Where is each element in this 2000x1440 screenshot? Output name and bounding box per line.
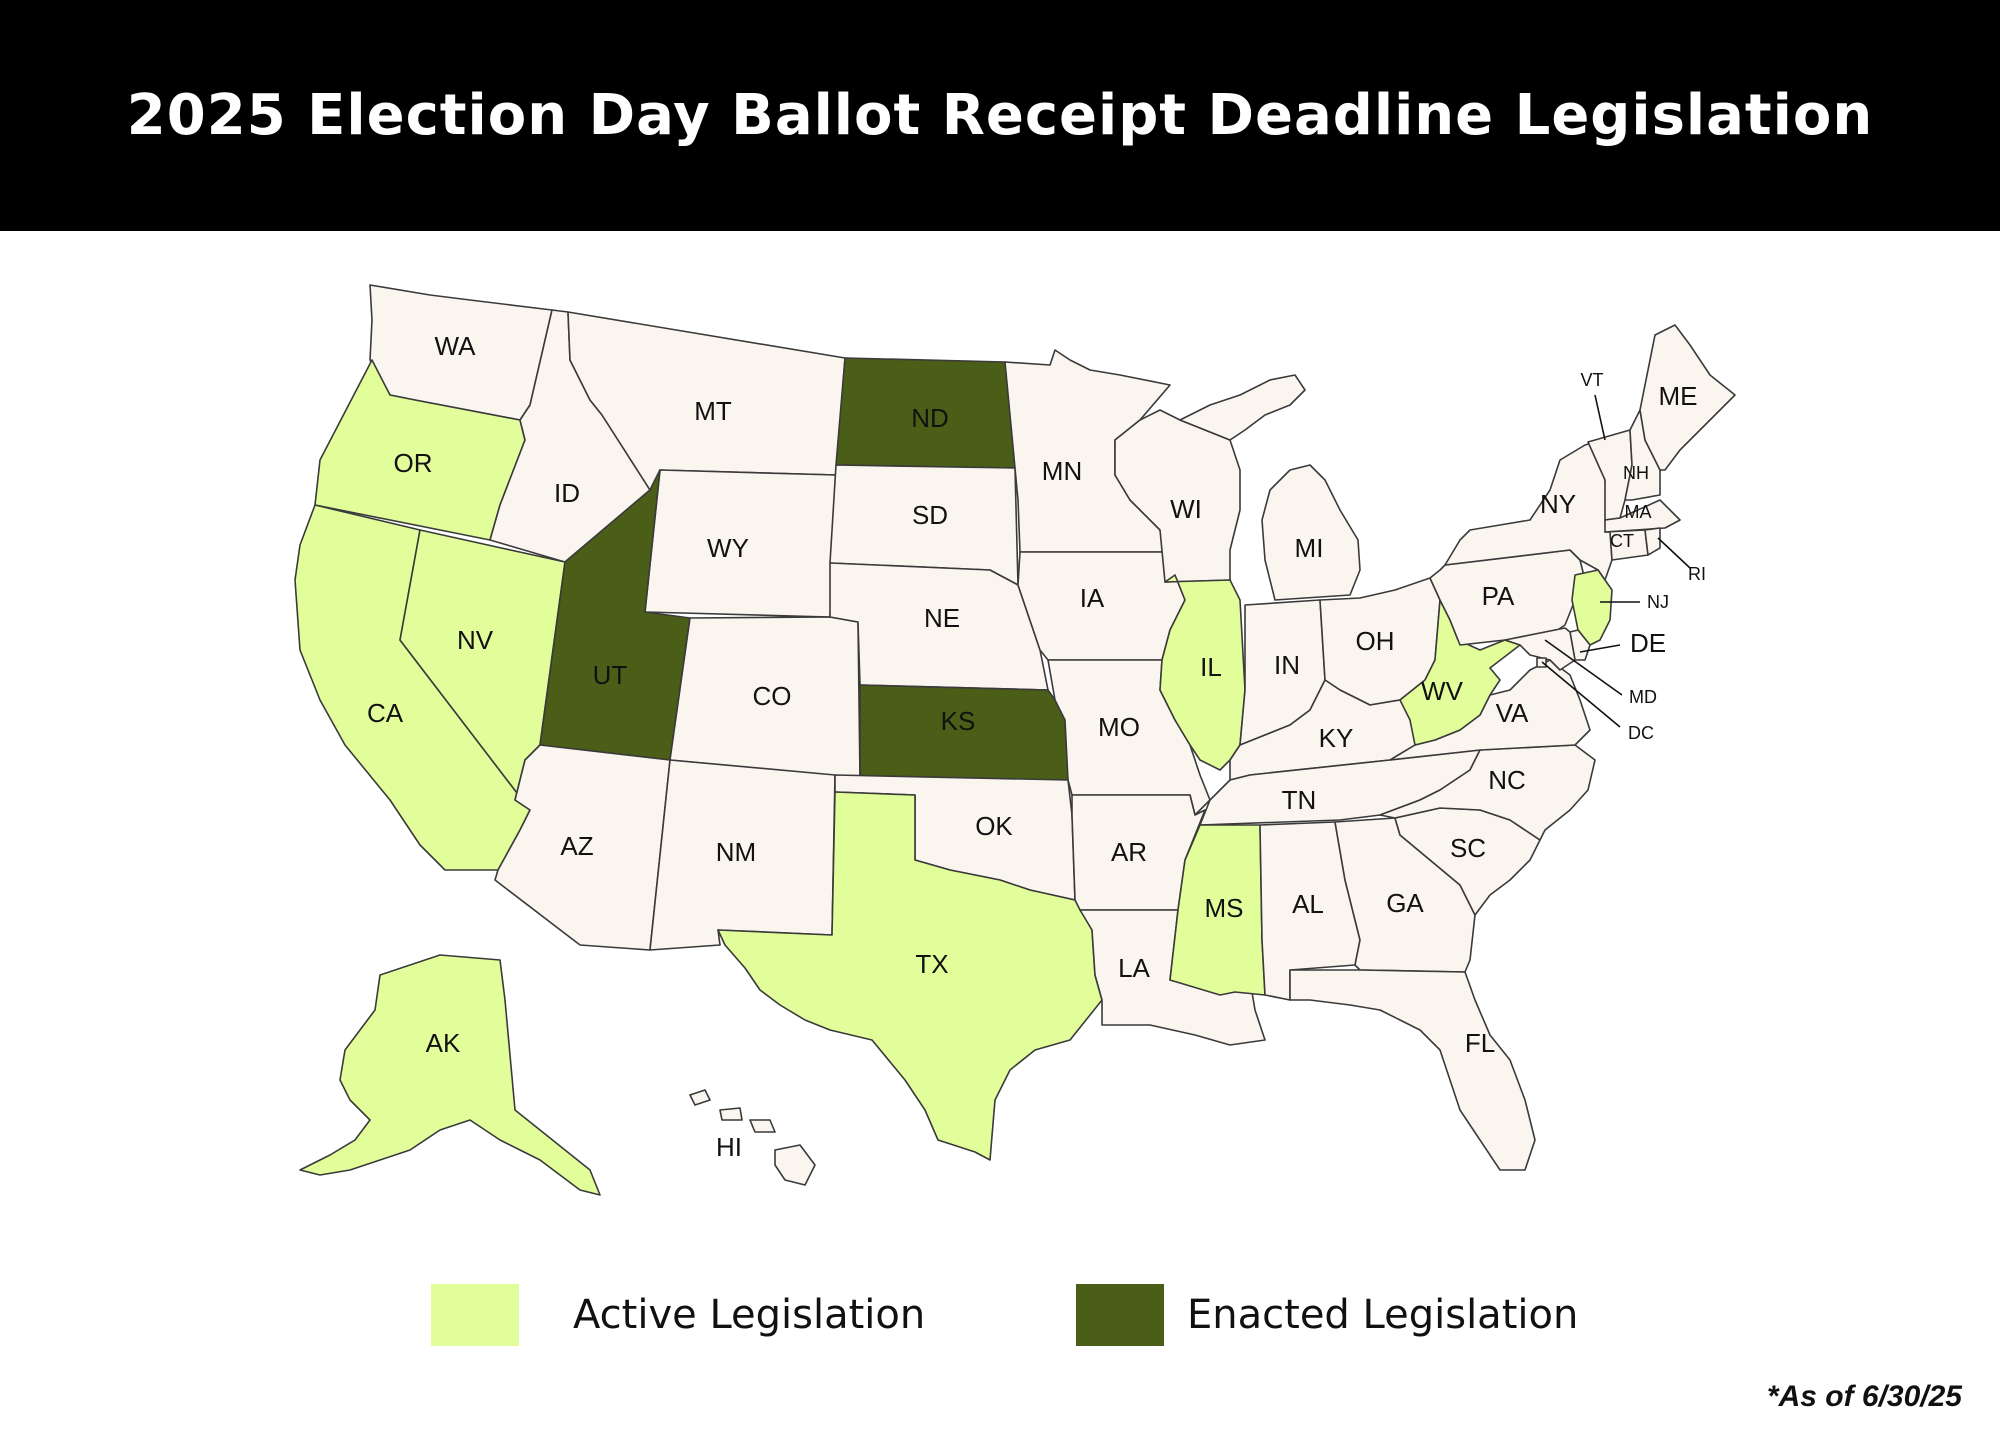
label-ma: MA: [1625, 502, 1652, 522]
label-nm: NM: [716, 837, 756, 867]
label-nv: NV: [457, 625, 494, 655]
label-ia: IA: [1080, 583, 1105, 613]
leader-md: [1544, 639, 1623, 696]
label-ok: OK: [975, 811, 1013, 841]
label-ar: AR: [1111, 837, 1147, 867]
label-md: MD: [1629, 687, 1657, 707]
state-hi[interactable]: [689, 1089, 816, 1186]
legend-swatch-enacted: [1076, 1284, 1164, 1346]
label-ut: UT: [593, 660, 628, 690]
state-nj[interactable]: [1571, 569, 1613, 646]
footnote: *As of 6/30/25: [1766, 1380, 1962, 1413]
leader-ri: [1657, 537, 1691, 569]
label-id: ID: [554, 478, 580, 508]
label-ny: NY: [1540, 489, 1576, 519]
state-labels: WA OR CA NV ID MT WY UT AZ CO NM ND SD N…: [367, 331, 1706, 1162]
state-ri[interactable]: [1644, 527, 1661, 556]
states-layer: [294, 284, 1736, 1196]
label-pa: PA: [1482, 581, 1515, 611]
label-al: AL: [1292, 889, 1324, 919]
label-dc: DC: [1628, 723, 1654, 743]
title-bar: 2025 Election Day Ballot Receipt Deadlin…: [0, 0, 2000, 231]
leader-de: [1579, 644, 1621, 653]
label-nj: NJ: [1647, 592, 1669, 612]
label-wy: WY: [707, 533, 749, 563]
label-tx: TX: [915, 949, 948, 979]
legend-label-active: Active Legislation: [573, 1292, 926, 1338]
label-nh: NH: [1623, 463, 1649, 483]
state-mi[interactable]: [1179, 374, 1361, 601]
state-tx[interactable]: [717, 791, 1103, 1161]
label-ct: CT: [1610, 531, 1634, 551]
label-mi: MI: [1295, 533, 1324, 563]
state-me[interactable]: [1639, 324, 1736, 471]
label-ri: RI: [1688, 564, 1706, 584]
label-tn: TN: [1282, 785, 1317, 815]
label-nd: ND: [911, 403, 949, 433]
callout-leaders: [1541, 394, 1691, 728]
label-la: LA: [1118, 953, 1150, 983]
label-wi: WI: [1170, 494, 1202, 524]
legend-swatch-active: [431, 1284, 519, 1346]
label-il: IL: [1200, 652, 1222, 682]
state-fl[interactable]: [1289, 969, 1536, 1171]
label-az: AZ: [560, 831, 593, 861]
leader-dc: [1541, 661, 1621, 728]
label-fl: FL: [1465, 1028, 1495, 1058]
label-nc: NC: [1488, 765, 1526, 795]
label-sc: SC: [1450, 833, 1486, 863]
label-ms: MS: [1205, 893, 1244, 923]
label-ca: CA: [367, 698, 404, 728]
state-ct[interactable]: [1604, 529, 1649, 561]
label-wv: WV: [1421, 676, 1464, 706]
state-il[interactable]: [1159, 574, 1246, 771]
label-vt: VT: [1580, 370, 1603, 390]
state-co[interactable]: [669, 616, 861, 779]
label-oh: OH: [1356, 626, 1395, 656]
label-mo: MO: [1098, 712, 1140, 742]
label-ky: KY: [1319, 723, 1354, 753]
label-wa: WA: [435, 331, 477, 361]
label-ak: AK: [426, 1028, 461, 1058]
page-title: 2025 Election Day Ballot Receipt Deadlin…: [126, 83, 1874, 148]
label-hi: HI: [716, 1132, 742, 1162]
legend-enacted: Enacted Legislation: [1076, 1284, 1578, 1346]
label-sd: SD: [912, 500, 948, 530]
label-de: DE: [1630, 628, 1666, 658]
state-nc[interactable]: [1379, 744, 1596, 841]
state-dc[interactable]: [1536, 657, 1547, 668]
leader-vt: [1594, 394, 1606, 441]
label-ga: GA: [1386, 888, 1424, 918]
state-wi[interactable]: [1114, 409, 1241, 583]
label-or: OR: [394, 448, 433, 478]
label-in: IN: [1274, 650, 1300, 680]
label-mn: MN: [1042, 456, 1082, 486]
label-ks: KS: [941, 706, 976, 736]
label-me: ME: [1659, 381, 1698, 411]
label-va: VA: [1496, 698, 1529, 728]
label-ne: NE: [924, 603, 960, 633]
state-ak[interactable]: [299, 954, 601, 1196]
legend-active: Active Legislation: [431, 1284, 925, 1346]
label-co: CO: [753, 681, 792, 711]
state-md[interactable]: [1504, 627, 1576, 671]
label-mt: MT: [694, 396, 732, 426]
legend-label-enacted: Enacted Legislation: [1187, 1292, 1579, 1338]
